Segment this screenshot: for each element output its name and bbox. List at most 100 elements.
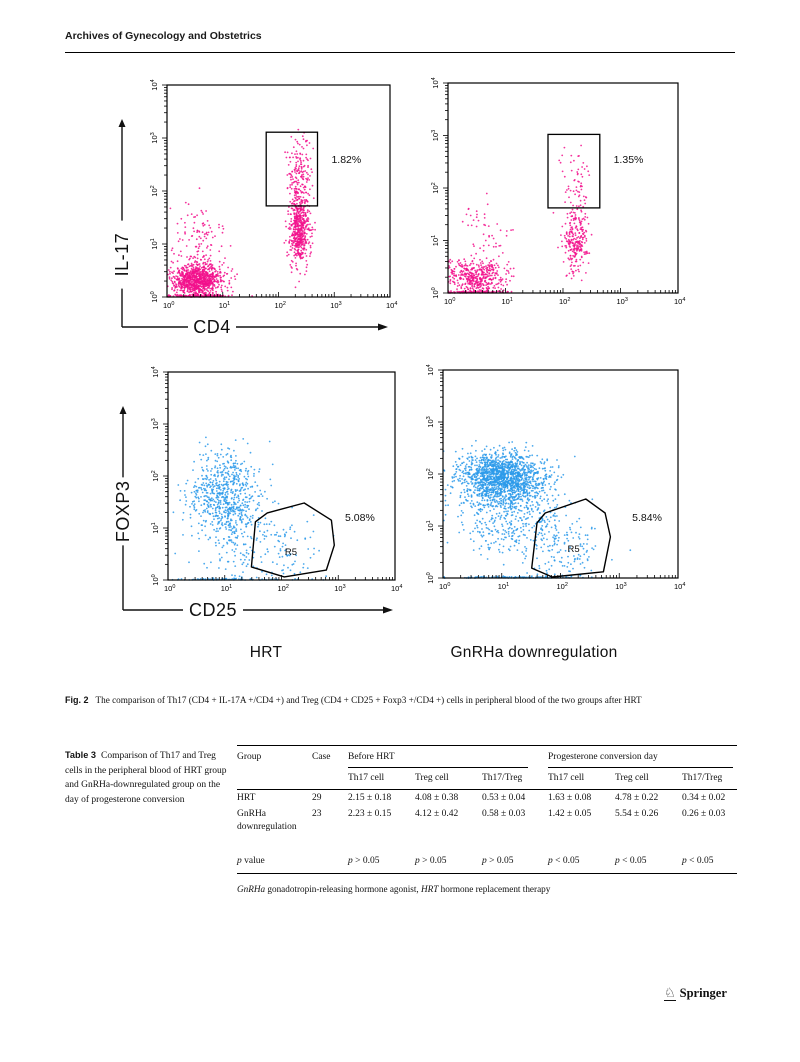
svg-text:101: 101 xyxy=(150,238,159,249)
svg-text:102: 102 xyxy=(278,584,289,593)
gate-percent-label: 5.84% xyxy=(632,512,662,524)
svg-text:104: 104 xyxy=(674,297,685,306)
axis-ticks xyxy=(162,84,391,298)
publisher-logo: ♘ Springer xyxy=(664,986,727,1001)
table-cell: 0.53 ± 0.04 xyxy=(482,792,526,803)
table-header-progesterone-day: Progesterone conversion day xyxy=(548,746,737,770)
x-axis-label: CD4 xyxy=(193,317,231,337)
table-cell: 23 xyxy=(312,809,322,820)
table-subheader-cell: Th17 cell xyxy=(348,769,415,790)
table-cell: 1.63 ± 0.08 xyxy=(548,792,592,803)
svg-text:102: 102 xyxy=(151,470,160,481)
table-header-before-hrt: Before HRT xyxy=(348,746,548,770)
table-subheader-cell: Th17 cell xyxy=(548,769,615,790)
table-cell: 1.42 ± 0.05 xyxy=(548,809,592,820)
svg-text:104: 104 xyxy=(150,79,159,90)
svg-text:100: 100 xyxy=(151,574,160,585)
table-header-group: Group xyxy=(237,752,262,762)
flow-plot-treg-hrt: 100100101101102102103103104104R55.08%FOX… xyxy=(113,366,402,620)
gate-rect xyxy=(547,133,601,209)
svg-text:102: 102 xyxy=(275,301,286,310)
table-cell: 0.58 ± 0.03 xyxy=(482,809,526,820)
figure-caption-label: Fig. 2 xyxy=(65,695,89,705)
gate-name-label: R5 xyxy=(568,544,580,555)
table-subheader-cell: Th17/Treg xyxy=(482,769,548,790)
svg-text:100: 100 xyxy=(444,297,455,306)
svg-text:101: 101 xyxy=(151,522,160,533)
gate-rect xyxy=(265,131,319,207)
figure-caption-text: The comparison of Th17 (CD4 + IL-17A +/C… xyxy=(95,695,642,705)
table-subheader-cell: Treg cell xyxy=(415,769,482,790)
table-cell: GnRHa downregulation xyxy=(237,809,297,833)
gate-name-label: R5 xyxy=(285,547,297,558)
table-cell: 5.54 ± 0.26 xyxy=(615,809,659,820)
table-header-case: Case xyxy=(312,752,331,762)
axis-name-labels: FOXP3 CD25 xyxy=(113,406,393,620)
figure-caption: Fig. 2 The comparison of Th17 (CD4 + IL-1… xyxy=(65,694,720,708)
svg-text:103: 103 xyxy=(330,301,341,310)
table-cell: 2.15 ± 0.18 xyxy=(348,792,392,803)
svg-text:101: 101 xyxy=(502,297,513,306)
table-cell: p < 0.05 xyxy=(615,850,682,874)
figure2-flow-cytometry-canvas: 100 100 101 101 102 102 103 103 104 104 1.82% IL-17… xyxy=(112,77,685,620)
svg-text:100: 100 xyxy=(163,301,174,310)
group-label-gnrha: GnRHa downregulation xyxy=(450,644,618,661)
table-subheader-cell: Treg cell xyxy=(615,769,682,790)
table-subheader-cell: Th17/Treg xyxy=(682,769,737,790)
svg-text:102: 102 xyxy=(431,182,440,193)
table-caption-text: Comparison of Th17 and Treg cells in the… xyxy=(65,751,227,806)
flow-plot-th17-gnrha: 100 100 101 101 102 102 103 103 104 104 1.35% xyxy=(431,77,685,306)
journal-header: Archives of Gynecology and Obstetrics xyxy=(65,30,262,42)
gate-percent-label: 5.08% xyxy=(345,512,375,524)
header-rule xyxy=(65,52,735,53)
table-cell xyxy=(312,850,348,874)
table-footnote: GnRHa gonadotropin-releasing hormone ago… xyxy=(237,884,551,894)
gate-percent-label: 1.82% xyxy=(331,154,361,166)
axis-ticks xyxy=(163,371,396,581)
y-axis-label: IL-17 xyxy=(112,233,132,277)
svg-text:102: 102 xyxy=(559,297,570,306)
table-caption: Table 3 Comparison of Th17 and Treg cells… xyxy=(65,748,228,808)
table-cell: p < 0.05 xyxy=(548,850,615,874)
table-cell: p < 0.05 xyxy=(682,850,737,874)
svg-text:101: 101 xyxy=(431,235,440,246)
scatter-dots xyxy=(447,144,593,294)
table-cell: p value xyxy=(237,850,312,874)
table-cell: 4.78 ± 0.22 xyxy=(615,792,659,803)
table-cell: 29 xyxy=(312,792,322,803)
x-axis-label: CD25 xyxy=(189,600,237,620)
scatter-dots xyxy=(166,128,316,298)
springer-knight-icon: ♘ xyxy=(664,985,676,1001)
table-cell xyxy=(312,769,348,790)
svg-text:104: 104 xyxy=(386,301,397,310)
tick-labels: 100 100 101 101 102 102 103 103 104 104 xyxy=(151,366,402,593)
table-cell: p > 0.05 xyxy=(415,850,482,874)
table-cell: 2.23 ± 0.15 xyxy=(348,809,392,820)
table-cell: p > 0.05 xyxy=(482,850,548,874)
gate-polygon xyxy=(531,498,612,578)
svg-text:103: 103 xyxy=(617,297,628,306)
gate-polygon xyxy=(250,502,335,578)
svg-text:104: 104 xyxy=(391,584,402,593)
svg-text:103: 103 xyxy=(150,132,159,143)
scatter-dots xyxy=(171,436,335,581)
scatter-dots xyxy=(442,439,632,579)
svg-text:100: 100 xyxy=(150,291,159,302)
flow-plot-th17-hrt: 1001001011011021021031031041041.82%IL-17… xyxy=(112,79,397,337)
publisher-name: Springer xyxy=(679,986,727,1000)
y-axis-label: FOXP3 xyxy=(113,481,133,543)
svg-text:103: 103 xyxy=(334,584,345,593)
svg-text:100: 100 xyxy=(164,584,175,593)
table-cell xyxy=(237,769,312,790)
gate-percent-label: 1.35% xyxy=(614,154,644,166)
svg-text:101: 101 xyxy=(221,584,232,593)
svg-text:103: 103 xyxy=(151,418,160,429)
table-caption-label: Table 3 xyxy=(65,750,96,760)
svg-text:103: 103 xyxy=(431,130,440,141)
svg-text:104: 104 xyxy=(151,366,160,377)
group-label-hrt: HRT xyxy=(249,644,283,661)
